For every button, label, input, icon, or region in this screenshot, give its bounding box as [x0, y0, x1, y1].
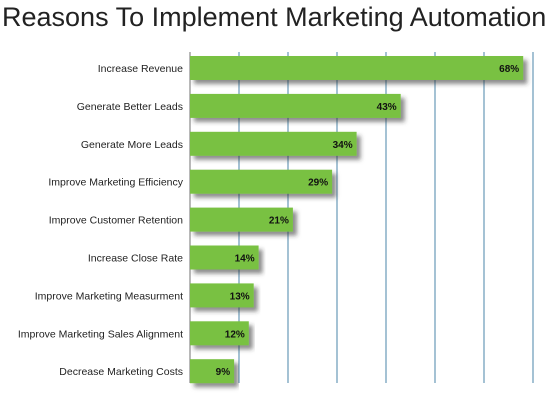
value-label: 12% [225, 329, 245, 340]
category-labels: Increase Revenue Generate Better Leads Gen… [18, 63, 184, 378]
category-label: Increase Close Rate [88, 253, 183, 265]
category-label: Decrease Marketing Costs [59, 366, 183, 378]
value-label: 34% [333, 140, 353, 151]
category-label: Increase Revenue [98, 63, 183, 75]
value-label: 9% [216, 367, 231, 378]
category-label: Improve Marketing Sales Alignment [18, 328, 183, 340]
category-label: Improve Marketing Efficiency [48, 177, 183, 189]
category-label: Generate More Leads [81, 139, 183, 151]
value-label: 13% [230, 291, 250, 302]
chart-title: Reasons To Implement Marketing Automatio… [2, 2, 547, 32]
bar [190, 245, 259, 270]
bar [190, 169, 333, 194]
bar [190, 359, 235, 384]
value-label: 43% [377, 102, 397, 113]
bar [190, 131, 357, 156]
value-label: 21% [269, 216, 289, 227]
bar [190, 93, 401, 118]
value-label: 14% [235, 254, 255, 265]
category-label: Generate Better Leads [77, 101, 183, 113]
category-label: Improve Marketing Measurment [35, 290, 183, 302]
value-labels: 68% 43% 34% 29% 21% 14% 13% 12% 9% [216, 64, 520, 378]
bar [190, 56, 524, 80]
category-label: Improve Customer Retention [49, 215, 183, 227]
bar [190, 283, 254, 308]
bar [190, 207, 293, 232]
value-label: 68% [499, 64, 519, 75]
bars [190, 56, 524, 384]
bar [190, 321, 249, 346]
value-label: 29% [308, 178, 328, 189]
